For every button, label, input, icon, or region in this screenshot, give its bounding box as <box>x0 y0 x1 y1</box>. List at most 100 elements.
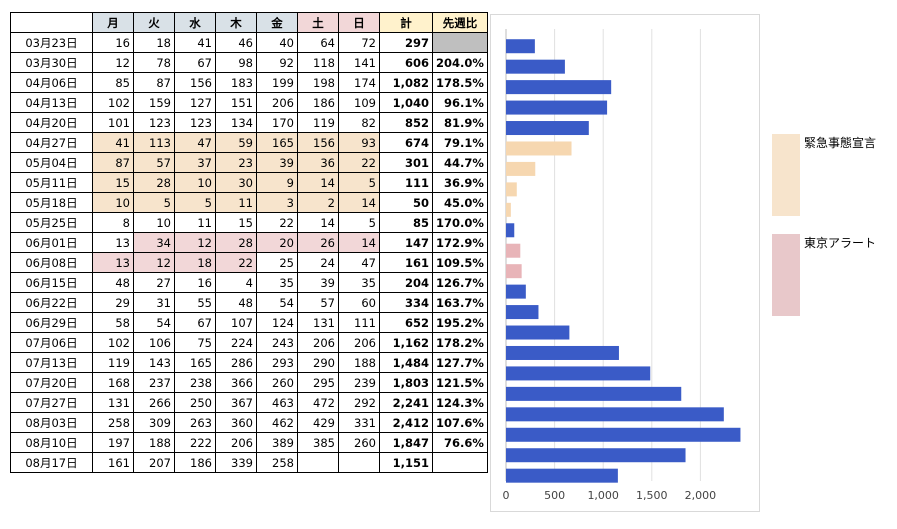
cell-wed: 10 <box>174 172 216 193</box>
cell-tue: 237 <box>133 372 175 393</box>
bar-normal <box>506 468 618 483</box>
cell-thu: 224 <box>215 332 257 353</box>
cell-total: 2,241 <box>379 392 433 413</box>
cell-tue: 106 <box>133 332 175 353</box>
legend-label-emergency: 緊急事態宣言 <box>804 136 877 150</box>
cell-thu: 11 <box>215 192 257 213</box>
cell-ratio: 36.9% <box>432 172 488 193</box>
cell-sun: 93 <box>338 132 380 153</box>
cell-ratio: 204.0% <box>432 52 488 73</box>
cell-mon: 168 <box>92 372 134 393</box>
cell-sun: 72 <box>338 32 380 53</box>
cell-wed: 156 <box>174 72 216 93</box>
cell-thu: 23 <box>215 152 257 173</box>
header-week-over-week: 先週比 <box>432 12 488 33</box>
cell-ratio <box>432 32 488 53</box>
cell-wed: 11 <box>174 212 216 233</box>
cell-mon: 197 <box>92 432 134 453</box>
cell-thu: 339 <box>215 452 257 473</box>
table-row: 05月25日 8 10 11 15 22 14 5 85 170.0% <box>10 212 488 233</box>
bar-normal <box>506 59 565 74</box>
cell-sat: 198 <box>297 72 339 93</box>
cell-tue: 31 <box>133 292 175 313</box>
cell-total: 606 <box>379 52 433 73</box>
table-body: 03月23日 16 18 41 46 40 64 72 297 03月30日 12 78 67 98 92 1… <box>10 32 488 473</box>
cell-wed: 75 <box>174 332 216 353</box>
cell-fri: 3 <box>256 192 298 213</box>
cell-mon: 48 <box>92 272 134 293</box>
cell-mon: 10 <box>92 192 134 213</box>
x-tick-label: 0 <box>503 489 510 502</box>
bar-normal <box>506 345 619 360</box>
bar-normal <box>506 223 515 238</box>
bar-normal <box>506 284 526 299</box>
cell-date: 05月18日 <box>10 192 93 213</box>
cell-tue: 266 <box>133 392 175 413</box>
cell-total: 161 <box>379 252 433 273</box>
cell-total: 85 <box>379 212 433 233</box>
cell-mon: 41 <box>92 132 134 153</box>
cell-mon: 15 <box>92 172 134 193</box>
bar-normal <box>506 386 682 401</box>
cell-ratio: 76.6% <box>432 432 488 453</box>
bar-normal <box>506 407 724 422</box>
x-tick-label: 2,000 <box>685 489 717 502</box>
cell-sat: 119 <box>297 112 339 133</box>
cell-date: 07月20日 <box>10 372 93 393</box>
cell-total: 147 <box>379 232 433 253</box>
bar-emergency <box>506 182 517 197</box>
cell-date: 07月13日 <box>10 352 93 373</box>
table-header-row: 月 火 水 木 金 土 日 計 先週比 <box>10 12 488 33</box>
cell-ratio: 109.5% <box>432 252 488 273</box>
cell-mon: 12 <box>92 52 134 73</box>
cell-mon: 85 <box>92 72 134 93</box>
bar-normal <box>506 305 539 320</box>
cell-total: 297 <box>379 32 433 53</box>
cell-mon: 8 <box>92 212 134 233</box>
cell-wed: 222 <box>174 432 216 453</box>
cell-thu: 28 <box>215 232 257 253</box>
cell-thu: 4 <box>215 272 257 293</box>
cell-tue: 10 <box>133 212 175 233</box>
cell-mon: 258 <box>92 412 134 433</box>
cell-fri: 39 <box>256 152 298 173</box>
cell-sat: 24 <box>297 252 339 273</box>
cell-sun: 206 <box>338 332 380 353</box>
cell-tue: 57 <box>133 152 175 173</box>
cell-fri: 170 <box>256 112 298 133</box>
cell-total: 2,412 <box>379 412 433 433</box>
header-tue: 火 <box>133 12 175 33</box>
cell-sat: 131 <box>297 312 339 333</box>
cell-sun: 60 <box>338 292 380 313</box>
table-row: 06月01日 13 34 12 28 20 26 14 147 172.9% <box>10 232 488 253</box>
table-row: 06月22日 29 31 55 48 54 57 60 334 163.7% <box>10 292 488 313</box>
table-row: 06月29日 58 54 67 107 124 131 111 652 195.2% <box>10 312 488 333</box>
cell-sun: 35 <box>338 272 380 293</box>
bar-normal <box>506 121 589 136</box>
cell-thu: 151 <box>215 92 257 113</box>
cell-sat: 118 <box>297 52 339 73</box>
legend-label-alert: 東京アラート <box>804 236 877 250</box>
cell-date: 06月22日 <box>10 292 93 313</box>
cell-fri: 124 <box>256 312 298 333</box>
cell-tue: 159 <box>133 92 175 113</box>
cell-wed: 263 <box>174 412 216 433</box>
cell-date: 04月27日 <box>10 132 93 153</box>
cell-thu: 366 <box>215 372 257 393</box>
cell-sat: 206 <box>297 332 339 353</box>
cell-fri: 9 <box>256 172 298 193</box>
weekly-cases-table: 月 火 水 木 金 土 日 計 先週比 03月23日 16 18 41 46 40 64 72… <box>10 12 488 473</box>
cell-sat: 36 <box>297 152 339 173</box>
cell-mon: 13 <box>92 232 134 253</box>
cell-sun: 5 <box>338 172 380 193</box>
cell-fri: 206 <box>256 92 298 113</box>
cell-fri: 92 <box>256 52 298 73</box>
cell-sat: 290 <box>297 352 339 373</box>
cell-fri: 165 <box>256 132 298 153</box>
cell-tue: 113 <box>133 132 175 153</box>
cell-wed: 37 <box>174 152 216 173</box>
cell-tue: 54 <box>133 312 175 333</box>
cell-wed: 186 <box>174 452 216 473</box>
header-wed: 水 <box>174 12 216 33</box>
cell-date: 04月20日 <box>10 112 93 133</box>
